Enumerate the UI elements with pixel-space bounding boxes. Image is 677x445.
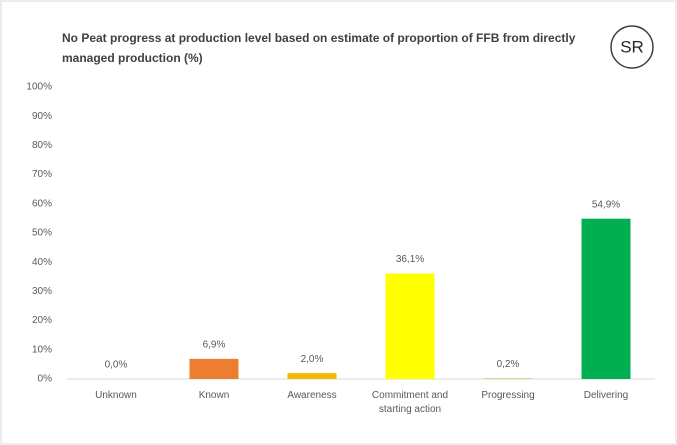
- x-tick-box: Commitment and starting action: [371, 390, 449, 415]
- data-label: 0,2%: [497, 359, 520, 370]
- x-tick-box: Delivering: [583, 390, 629, 401]
- x-tick-label: Delivering: [583, 390, 629, 401]
- bar: [385, 273, 435, 379]
- x-tick-label: Unknown: [95, 390, 137, 401]
- x-tick-box: Known: [198, 390, 230, 401]
- bar: [189, 358, 239, 379]
- y-tick-label: 60%: [32, 198, 52, 209]
- x-tick-box: Progressing: [481, 390, 535, 401]
- x-tick-box: Awareness: [287, 390, 337, 401]
- bar: [287, 373, 337, 379]
- y-tick-label: 20%: [32, 315, 52, 326]
- y-tick-label: 80%: [32, 140, 52, 151]
- data-label: 54,9%: [592, 199, 620, 210]
- y-tick-label: 50%: [32, 228, 52, 239]
- x-tick-label: Awareness: [287, 390, 337, 401]
- y-tick-label: 30%: [32, 286, 52, 297]
- title-box: No Peat progress at production level bas…: [62, 31, 576, 65]
- x-tick-box: Unknown: [95, 390, 137, 401]
- y-tick-label: 90%: [32, 111, 52, 122]
- data-label: 0,0%: [105, 360, 128, 371]
- x-tick-label: Known: [198, 390, 230, 401]
- bar: [581, 218, 631, 379]
- x-tick-label: Progressing: [481, 390, 535, 401]
- chart-title: No Peat progress at production level bas…: [62, 31, 576, 65]
- data-label: 6,9%: [203, 339, 226, 350]
- y-tick-label: 70%: [32, 169, 52, 180]
- y-tick-label: 100%: [26, 82, 52, 93]
- badge-circle: [610, 25, 654, 69]
- data-label: 36,1%: [396, 254, 424, 265]
- badge: SR: [620, 37, 644, 56]
- y-tick-label: 0%: [38, 374, 53, 385]
- x-tick-label: Commitment and starting action: [371, 390, 449, 415]
- y-tick-label: 10%: [32, 344, 52, 355]
- bar: [483, 378, 533, 379]
- y-tick-label: 40%: [32, 257, 52, 268]
- data-label: 2,0%: [301, 354, 324, 365]
